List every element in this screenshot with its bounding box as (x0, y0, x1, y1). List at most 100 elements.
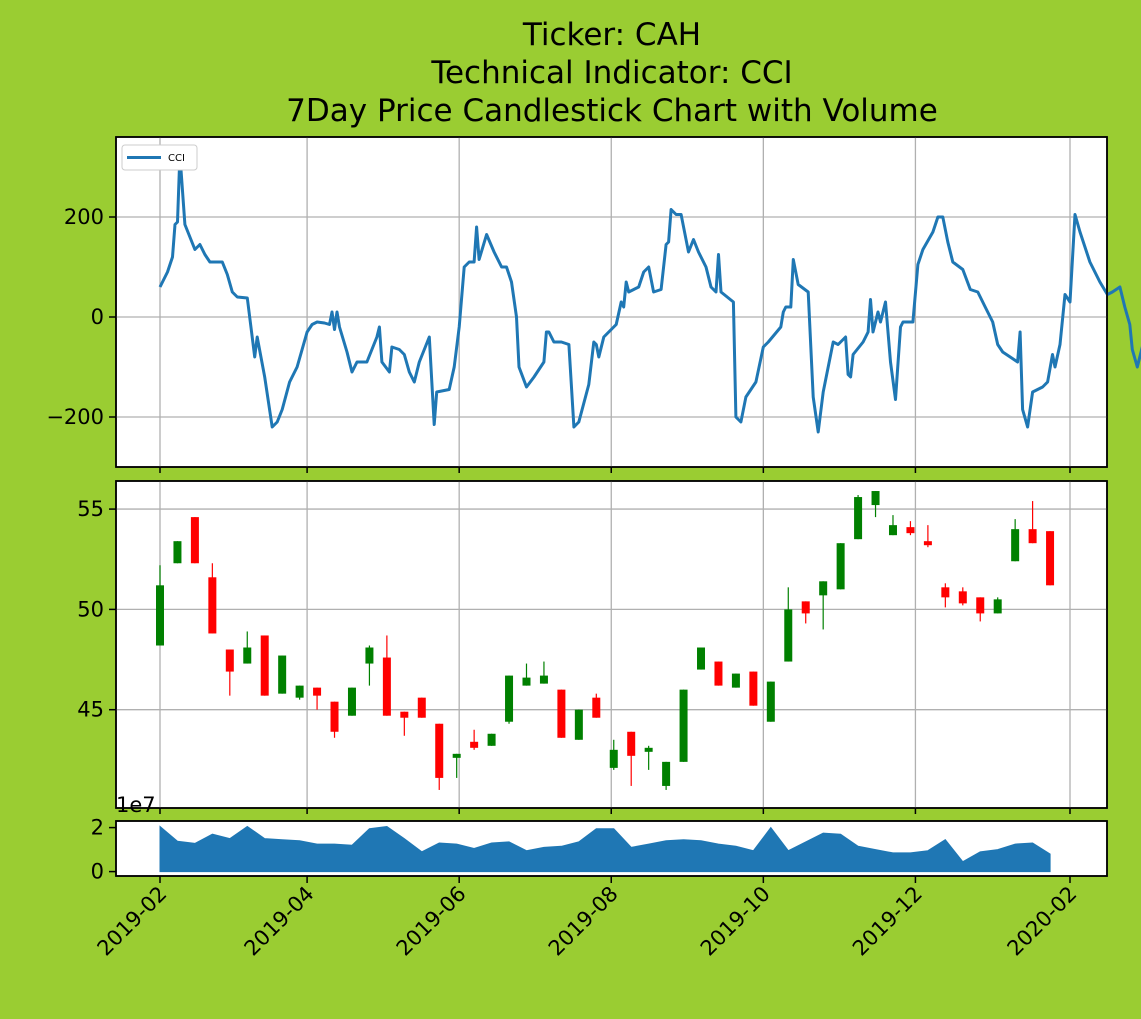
candle-2019-02-22 (208, 563, 217, 634)
cci-series-line (158, 153, 1141, 434)
candle-body (906, 527, 915, 534)
candle-body (836, 543, 845, 590)
candle-2019-10-18 (801, 601, 810, 624)
candle-2019-11-08 (854, 495, 863, 540)
cci-gridlines (116, 137, 1107, 467)
candle-body (190, 517, 199, 564)
candle-2019-09-27 (749, 671, 758, 706)
candle-body (766, 681, 775, 722)
candle-body (452, 753, 461, 758)
candle-2019-06-14 (487, 733, 496, 746)
candle-2019-03-29 (295, 685, 304, 700)
candle-body (784, 609, 793, 662)
candle-2019-03-08 (243, 631, 252, 664)
candle-2019-11-29 (906, 521, 915, 536)
candle-body (278, 655, 287, 694)
candle-2019-04-26 (365, 645, 374, 686)
candle-body (313, 687, 322, 696)
cci-y-axis: −200 0 200 (46, 205, 116, 429)
title-line-description: 7Day Price Candlestick Chart with Volume (286, 93, 938, 129)
candle-2019-03-01 (225, 649, 234, 696)
candle-body (749, 671, 758, 706)
candle-2020-01-24 (1046, 531, 1055, 586)
candle-2019-09-06 (697, 647, 706, 670)
candle-2019-11-01 (836, 543, 845, 590)
y-tick-label-2: 200 (64, 205, 104, 229)
candle-2019-05-24 (435, 723, 444, 790)
candle-body (662, 761, 671, 786)
candle-body (1011, 529, 1020, 562)
cci-panel: −200 0 200 CCI (46, 136, 1141, 468)
price-panel: 45 50 55 (77, 480, 1108, 809)
candle-body (801, 601, 810, 614)
title-line-indicator: Technical Indicator: CCI (430, 55, 792, 91)
candle-body (470, 741, 479, 748)
candle-body (330, 701, 339, 732)
legend-label-cci: CCI (168, 153, 185, 164)
candle-2019-12-27 (976, 597, 985, 622)
candle-body (993, 599, 1002, 614)
candle-2019-11-15 (871, 491, 880, 518)
candle-2019-02-08 (173, 541, 182, 564)
candle-body (854, 497, 863, 540)
candle-body (260, 635, 269, 696)
candle-2019-06-07 (470, 729, 479, 750)
candle-2019-12-13 (941, 583, 950, 608)
y-tick-label-2: 55 (77, 497, 104, 521)
candle-body (592, 697, 601, 718)
candle-2019-06-21 (505, 675, 514, 724)
candle-body (417, 697, 426, 718)
price-candles (156, 491, 1055, 790)
x-tick-label-2: 2019-06 (392, 882, 471, 961)
candle-2019-07-05 (539, 661, 548, 684)
candle-2019-07-12 (557, 689, 566, 738)
volume-scale-label: 1e7 (116, 793, 156, 817)
candle-body (539, 675, 548, 684)
candle-body (627, 731, 636, 756)
candle-body (888, 525, 897, 536)
candle-2019-03-15 (260, 635, 269, 696)
candle-body (487, 733, 496, 746)
candle-2019-09-20 (731, 673, 740, 688)
candle-2019-08-23 (662, 761, 671, 790)
candle-body (923, 541, 932, 546)
candle-body (958, 591, 967, 604)
candle-body (243, 647, 252, 664)
price-gridlines (116, 481, 1107, 808)
chart-title: Ticker: CAH Technical Indicator: CCI 7Da… (286, 17, 938, 129)
volume-panel: 02 1e7 (91, 793, 1108, 884)
candle-body (505, 675, 514, 722)
y-tick-label-1: 0 (91, 305, 104, 329)
y-tick-label-0: −200 (46, 405, 104, 429)
volume-area (159, 825, 1051, 873)
candle-body (731, 673, 740, 688)
candle-2020-01-17 (1028, 501, 1037, 544)
candle-body (522, 677, 531, 686)
candle-body (574, 709, 583, 740)
candle-2019-02-15 (190, 517, 199, 564)
candle-body (679, 689, 688, 762)
candle-body (173, 541, 182, 564)
y-tick-label-0: 45 (77, 698, 104, 722)
candle-body (644, 747, 653, 752)
candle-body (941, 587, 950, 598)
x-tick-label-1: 2019-04 (240, 882, 319, 961)
candle-2019-08-30 (679, 689, 688, 762)
candle-2019-09-13 (714, 661, 723, 686)
candle-body (382, 657, 391, 716)
x-tick-label-6: 2020-02 (1003, 882, 1082, 961)
candle-body (156, 585, 164, 646)
x-tick-label-4: 2019-10 (696, 882, 775, 961)
cci-legend: CCI (121, 144, 198, 171)
candle-body (365, 647, 374, 664)
candle-body (225, 649, 234, 672)
candle-body (697, 647, 706, 670)
candle-2019-04-19 (347, 687, 356, 716)
candle-body (1046, 531, 1055, 586)
candle-2019-05-10 (400, 711, 409, 736)
price-y-axis: 45 50 55 (77, 497, 116, 722)
candle-2019-05-31 (452, 753, 461, 778)
candle-body (609, 749, 618, 768)
candle-2019-12-20 (958, 587, 967, 606)
candle-body (400, 711, 409, 718)
